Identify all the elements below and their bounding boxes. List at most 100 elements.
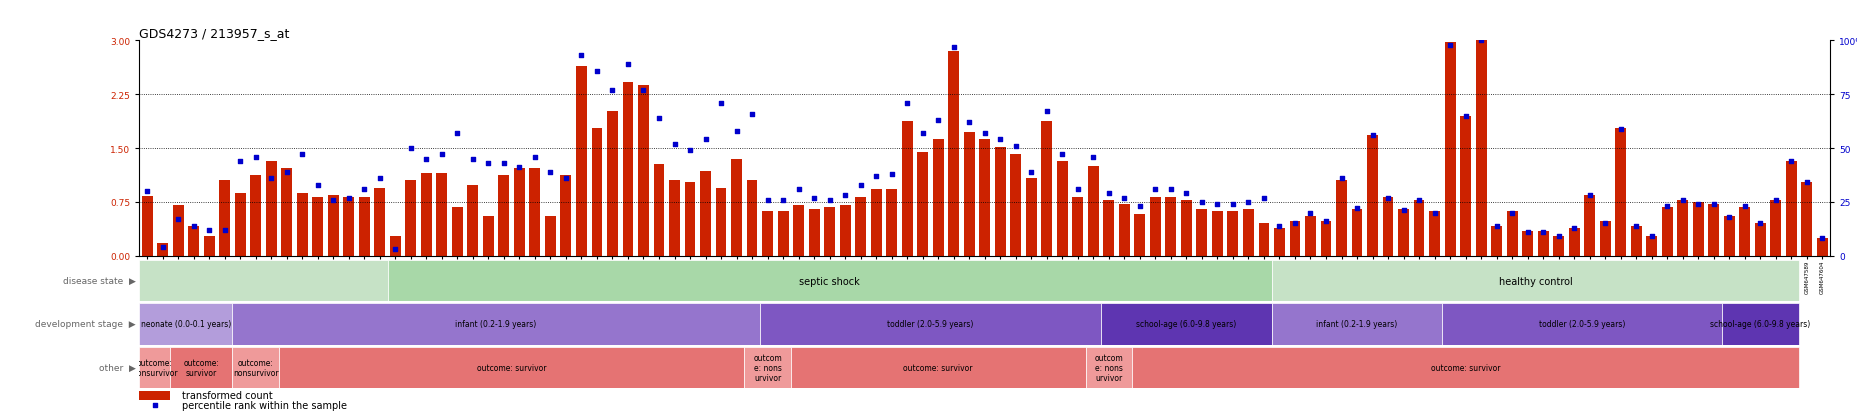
- Text: outcom
e: nons
urvivor: outcom e: nons urvivor: [1094, 353, 1123, 382]
- Bar: [1227, 212, 1239, 256]
- Bar: [373, 188, 384, 256]
- Bar: [732, 159, 741, 256]
- Point: [1621, 223, 1651, 229]
- Point: [815, 197, 845, 204]
- Point: [845, 182, 875, 188]
- Text: outcome: survivor: outcome: survivor: [1430, 363, 1500, 372]
- Bar: [793, 206, 804, 256]
- Point: [1341, 206, 1370, 212]
- Bar: [232, 304, 760, 345]
- Bar: [266, 161, 277, 256]
- Point: [1744, 221, 1773, 227]
- Point: [984, 137, 1014, 143]
- Bar: [344, 197, 355, 256]
- Point: [706, 100, 735, 107]
- Point: [1590, 221, 1619, 227]
- Bar: [1040, 121, 1051, 256]
- Point: [1558, 225, 1588, 231]
- Point: [1404, 197, 1434, 204]
- Point: [1326, 176, 1356, 182]
- Point: [752, 197, 782, 204]
- Bar: [637, 85, 648, 256]
- Point: [552, 176, 581, 182]
- Point: [659, 141, 689, 148]
- Point: [318, 197, 347, 204]
- Point: [908, 131, 938, 137]
- Point: [442, 131, 472, 137]
- Point: [505, 165, 535, 171]
- Text: outcome:
survivor: outcome: survivor: [184, 358, 219, 377]
- Bar: [1304, 217, 1315, 256]
- Point: [1512, 229, 1541, 236]
- Bar: [498, 176, 509, 256]
- Bar: [1692, 202, 1703, 256]
- Text: school-age (6.0-9.8 years): school-age (6.0-9.8 years): [1136, 320, 1237, 329]
- Point: [364, 176, 394, 182]
- Point: [210, 227, 240, 234]
- Point: [1807, 235, 1837, 242]
- Bar: [1801, 183, 1811, 256]
- Bar: [561, 176, 572, 256]
- Point: [1187, 199, 1216, 206]
- Text: outcom
e: nons
urvivor: outcom e: nons urvivor: [752, 353, 782, 382]
- Bar: [839, 206, 851, 256]
- Bar: [1413, 200, 1424, 256]
- Point: [1001, 143, 1031, 150]
- Point: [1279, 221, 1309, 227]
- Point: [1265, 223, 1294, 229]
- Text: toddler (2.0-5.9 years): toddler (2.0-5.9 years): [1538, 320, 1625, 329]
- Bar: [964, 133, 975, 256]
- Bar: [1196, 209, 1207, 256]
- Point: [1248, 195, 1278, 202]
- Point: [1172, 190, 1201, 197]
- Point: [457, 156, 487, 163]
- Bar: [791, 347, 1084, 388]
- Text: toddler (2.0-5.9 years): toddler (2.0-5.9 years): [888, 320, 973, 329]
- Point: [1482, 223, 1512, 229]
- Point: [1094, 190, 1123, 197]
- Point: [396, 145, 425, 152]
- Point: [1233, 199, 1263, 206]
- Point: [303, 182, 332, 188]
- Bar: [1677, 200, 1688, 256]
- Point: [969, 131, 999, 137]
- Point: [1775, 158, 1805, 165]
- Point: [535, 169, 565, 176]
- Bar: [979, 140, 990, 256]
- Bar: [171, 347, 232, 388]
- Point: [862, 173, 891, 180]
- Bar: [1428, 212, 1439, 256]
- Point: [767, 197, 797, 204]
- Bar: [591, 128, 602, 256]
- Point: [938, 45, 967, 51]
- Point: [1109, 195, 1138, 202]
- Bar: [1445, 43, 1454, 256]
- Bar: [1211, 212, 1222, 256]
- Bar: [219, 181, 230, 256]
- Point: [613, 62, 643, 68]
- Point: [1543, 233, 1573, 240]
- Point: [149, 244, 178, 251]
- Point: [139, 401, 169, 408]
- Point: [256, 176, 286, 182]
- Point: [1575, 192, 1604, 199]
- Bar: [886, 190, 897, 256]
- Bar: [1506, 212, 1517, 256]
- Bar: [1149, 197, 1161, 256]
- Point: [674, 147, 704, 154]
- Point: [334, 195, 364, 202]
- Point: [1140, 186, 1170, 193]
- Point: [1697, 201, 1727, 208]
- Bar: [327, 195, 338, 256]
- Point: [1387, 208, 1417, 214]
- Bar: [139, 260, 388, 301]
- Bar: [760, 304, 1101, 345]
- Point: [1465, 38, 1495, 45]
- Bar: [1118, 204, 1129, 256]
- Text: neonate (0.0-0.1 years): neonate (0.0-0.1 years): [141, 320, 230, 329]
- Bar: [1521, 231, 1532, 256]
- Bar: [1010, 154, 1021, 256]
- Bar: [514, 169, 524, 256]
- Point: [1714, 214, 1744, 221]
- Bar: [1614, 128, 1625, 256]
